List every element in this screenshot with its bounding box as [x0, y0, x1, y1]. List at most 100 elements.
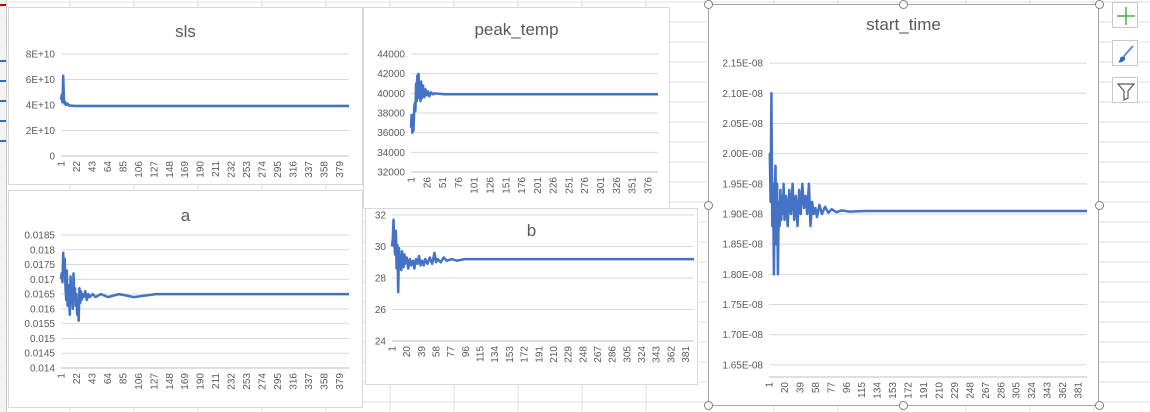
- y-tick-label: 24: [375, 337, 387, 348]
- x-tick-label: 253: [242, 373, 253, 390]
- y-tick-label: 6E+10: [26, 75, 56, 86]
- x-tick-label: 148: [165, 161, 176, 178]
- plot-area: 0 2E+10 4E+10 6E+10 8E+10 1 22 43 64 85 106 127 148 1…: [26, 50, 349, 178]
- x-tick-label: 211: [211, 161, 222, 177]
- plus-icon: [1117, 7, 1135, 25]
- chart-start-time[interactable]: start_time 1.65E-08 1.70E-08 1.75E-08 1.80E…: [708, 4, 1099, 406]
- resize-handle-bottom-middle[interactable]: [899, 401, 908, 410]
- chart-title: sls: [175, 22, 196, 41]
- x-tick-label: 96: [461, 346, 472, 358]
- x-tick-label: 101: [470, 177, 481, 194]
- x-tick-label: 85: [118, 161, 129, 173]
- x-tick-label: 376: [643, 177, 654, 194]
- series-line: [59, 74, 349, 108]
- x-tick-label: 232: [227, 373, 238, 390]
- y-tick-label: 2.05E-08: [722, 119, 763, 130]
- x-tick-label: 76: [454, 177, 465, 189]
- x-tick-label: 248: [578, 346, 589, 363]
- plot-area: 24 26 28 30 32 1 20 39 58 77 96 115 134 153 172 191 210 2…: [375, 211, 694, 363]
- x-tick-label: 153: [888, 382, 899, 399]
- x-tick-label: 337: [304, 161, 315, 178]
- y-tick-label: 0.015: [30, 334, 55, 345]
- x-tick-label: 22: [72, 373, 83, 385]
- x-tick-label: 115: [857, 382, 868, 398]
- x-tick-label: 286: [996, 382, 1007, 399]
- x-tick-label: 134: [873, 382, 884, 399]
- y-tick-label: 38000: [377, 109, 405, 120]
- x-tick-label: 172: [520, 346, 531, 363]
- chart-b[interactable]: b 24 26 28 30 32 1 20 39 58 77 96 115 134 153 172 191 21…: [365, 208, 698, 385]
- x-tick-label: 22: [72, 161, 83, 173]
- y-tick-label: 44000: [377, 50, 405, 61]
- x-tick-label: 210: [934, 382, 945, 399]
- row-header-strip: [0, 0, 7, 412]
- x-tick-label: 191: [919, 382, 930, 399]
- x-tick-label: 148: [165, 373, 176, 390]
- x-tick-label: 153: [505, 346, 516, 363]
- chart-title: b: [526, 221, 537, 240]
- x-tick-label: 176: [517, 177, 528, 194]
- x-tick-label: 343: [1043, 382, 1054, 399]
- x-tick-label: 190: [196, 373, 207, 390]
- x-tick-label: 58: [811, 382, 822, 394]
- x-tick-label: 229: [950, 382, 961, 399]
- x-tick-label: 1: [407, 177, 418, 183]
- x-tick-label: 295: [273, 373, 284, 390]
- x-tick-label: 381: [681, 346, 692, 363]
- x-tick-label: 351: [628, 177, 639, 194]
- y-tick-label: 32000: [377, 168, 405, 179]
- x-tick-label: 305: [622, 346, 633, 363]
- x-tick-label: 295: [273, 161, 284, 178]
- x-tick-label: 267: [981, 382, 992, 399]
- resize-handle-top-middle[interactable]: [899, 0, 908, 9]
- y-tick-label: 26: [375, 305, 387, 316]
- series-line: [390, 218, 694, 294]
- x-tick-label: 251: [564, 177, 575, 194]
- x-tick-label: 26: [422, 177, 433, 189]
- x-tick-label: 276: [580, 177, 591, 194]
- x-tick-label: 1: [57, 373, 68, 379]
- x-tick-label: 226: [549, 177, 560, 194]
- x-tick-label: 106: [134, 161, 145, 178]
- plot-area: 0.014 0.0145 0.015 0.0155 0.016 0.0165 0.017 0.…: [24, 231, 349, 390]
- y-tick-label: 1.70E-08: [722, 330, 763, 341]
- x-tick-label: 126: [485, 177, 496, 194]
- brush-icon: [1118, 45, 1134, 63]
- chart-a[interactable]: a 0.014 0.0145 0.015 0.0155 0.016 0.0165 0.017…: [8, 190, 363, 408]
- x-tick-label: 201: [533, 177, 544, 194]
- y-tick-label: 30: [375, 242, 387, 253]
- x-tick-label: 115: [476, 346, 487, 362]
- plot-area: 1.65E-08 1.70E-08 1.75E-08 1.80E-08 1.85E-08…: [722, 59, 1087, 399]
- resize-handle-middle-left[interactable]: [704, 201, 713, 210]
- x-tick-label: 253: [242, 161, 253, 178]
- resize-handle-bottom-left[interactable]: [704, 401, 713, 410]
- x-tick-label: 85: [118, 373, 129, 385]
- x-tick-label: 191: [534, 346, 545, 363]
- chart-sls[interactable]: sls 0 2E+10 4E+10 6E+10 8E+10 1 22 43 64 85 106 127…: [8, 7, 363, 185]
- x-tick-label: 343: [652, 346, 663, 363]
- y-tick-label: 1.95E-08: [722, 179, 763, 190]
- resize-handle-bottom-right[interactable]: [1095, 401, 1104, 410]
- y-tick-label: 2.00E-08: [722, 149, 763, 160]
- x-tick-label: 43: [87, 373, 98, 385]
- resize-handle-top-right[interactable]: [1095, 0, 1104, 9]
- x-tick-label: 267: [593, 346, 604, 363]
- resize-handle-middle-right[interactable]: [1095, 201, 1104, 210]
- x-tick-label: 305: [1012, 382, 1023, 399]
- x-tick-label: 127: [149, 161, 160, 178]
- x-tick-label: 337: [304, 373, 315, 390]
- chart-peak-temp[interactable]: peak_temp 32000 34000 36000 38000 40000 42000…: [363, 7, 670, 209]
- x-tick-label: 324: [637, 346, 648, 363]
- chart-filters-button[interactable]: [1112, 77, 1138, 103]
- x-tick-label: 39: [795, 382, 806, 394]
- x-tick-label: 381: [1074, 382, 1085, 399]
- y-tick-label: 0.0165: [24, 290, 55, 301]
- resize-handle-top-left[interactable]: [704, 0, 713, 9]
- chart-elements-button[interactable]: [1112, 2, 1138, 28]
- x-tick-label: 358: [319, 161, 330, 178]
- x-tick-label: 169: [180, 161, 191, 178]
- x-tick-label: 64: [103, 161, 114, 173]
- chart-styles-button[interactable]: [1112, 40, 1138, 66]
- y-tick-label: 1.90E-08: [722, 210, 763, 221]
